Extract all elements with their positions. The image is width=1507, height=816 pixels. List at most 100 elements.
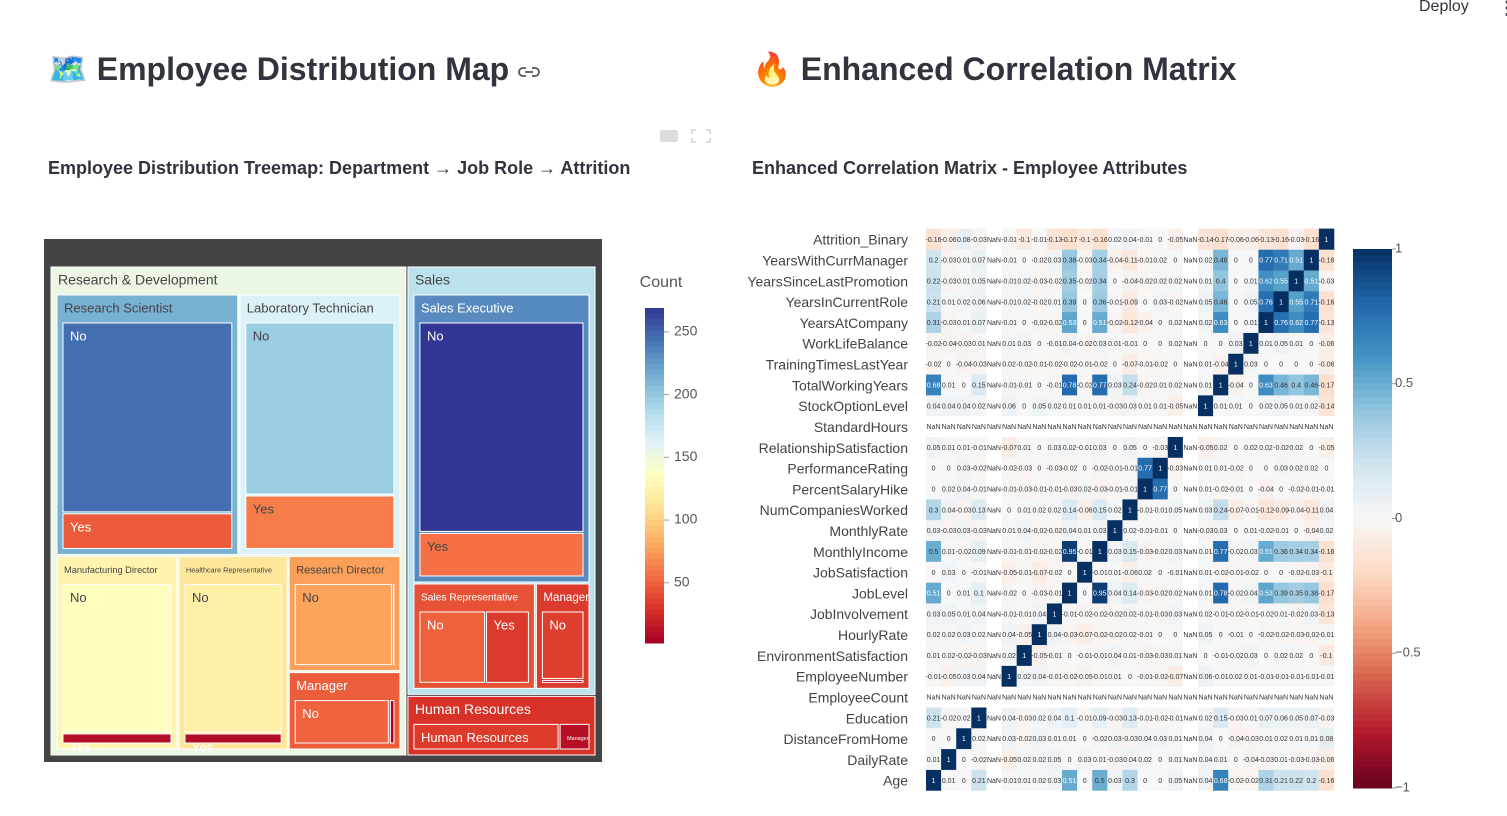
heatmap-cell [1303,603,1320,625]
link-icon[interactable] [518,65,540,79]
colorbar-segment [645,576,664,583]
cell-label: NaN [1168,695,1182,702]
cell-label: 0 [1158,778,1162,785]
heatmap-cell [1107,374,1123,396]
cell-label: -0.07 [1031,570,1047,577]
heatmap-cell [1062,395,1078,417]
heatmap-cell [1243,332,1259,354]
heatmap-cell [1213,395,1229,417]
heatmap-cell [1213,623,1229,646]
colorbar-segment [645,419,664,426]
heatmap-cell [1273,395,1289,417]
heatmap-cell [1062,540,1078,562]
heatmap-cell [1016,353,1033,375]
cell-label: -0.01 [1046,591,1062,598]
heatmap-cell [1062,519,1078,542]
heatmap-cell [1152,499,1169,521]
cell-label: 0.78 [1214,591,1228,598]
cell-label: -0.02 [956,549,972,556]
heatmap-cell [1046,727,1063,750]
cell-label: 0 [1279,570,1283,577]
cell-label: NaN [1183,715,1197,722]
heatmap-cell [986,707,1002,729]
cell-label: 0.95 [1093,591,1107,598]
cell-label: 0.3 [1125,778,1135,785]
cell-label: 0.77 [1138,466,1152,473]
heatmap-cell [1046,436,1063,458]
heatmap-cell [1152,311,1169,333]
cell-label: 0.02 [1259,403,1273,410]
heatmap-cell [1182,561,1199,583]
heatmap-cell [926,436,942,458]
heatmap-cell [956,291,972,313]
heatmap-cell [1046,228,1063,250]
heatmap-cell [1001,582,1017,604]
menu-button[interactable]: ⋮ [1498,0,1507,18]
heatmap-cell [1258,415,1274,437]
cell-label: -0.1 [1320,570,1332,577]
heatmap-cell [1182,665,1199,687]
cell-label: NaN [1183,424,1197,431]
heatmap-cell [1031,415,1048,437]
cell-label: 0.05 [972,278,986,285]
deploy-button[interactable]: Deploy [1419,0,1469,15]
heatmap-cell [1258,332,1274,354]
heatmap-cell [1016,727,1033,750]
heatmap-cell [1167,395,1184,417]
heatmap-cell [1092,603,1108,625]
colorbar-segment [1353,484,1392,493]
cell-label: -0.02 [1062,466,1078,473]
cell-label: 0.06 [972,299,986,306]
heatmap-cell [1031,623,1048,646]
cell-label: 0 [1083,466,1087,473]
cell-label: NaN [987,591,1001,598]
heatmap-cell [1077,623,1093,646]
heatmap-cell [1031,457,1048,479]
heatmap-cell [1213,582,1229,604]
cell-label: NaN [1304,695,1318,702]
heatmap-cell [1182,395,1199,417]
cell-label: 0.01 [972,341,986,348]
y-tick-label: WorkLifeBalance [802,336,908,352]
heatmap-cell [971,415,987,437]
cell-label: -0.1 [1320,653,1332,660]
heatmap-cell [971,499,987,521]
heatmap-cell [1152,457,1169,479]
cell-label: -0.17 [1062,237,1078,244]
cell-label: -0.17 [1318,382,1334,389]
cell-label: -0.03 [1303,570,1319,577]
heatmap-cell [1016,499,1033,521]
heatmap-cell [1303,686,1320,708]
cell-label: 0.03 [1033,736,1047,743]
heatmap-cell [1092,748,1108,770]
cell-label: 0.02 [1169,320,1183,327]
heatmap-cell [1243,561,1259,583]
node-label: Manager [567,736,589,742]
cell-label: 0.05 [927,445,941,452]
y-tick-label: PercentSalaryHike [792,481,908,497]
cell-label: 0.02 [1199,258,1213,265]
cell-label: 0.01 [942,549,956,556]
heatmap-cell [956,644,972,666]
cell-label: 0.13 [972,507,986,514]
fullscreen-icon[interactable] [691,129,711,143]
heatmap-cell [1092,228,1108,250]
cell-label: -0.01 [1107,487,1123,494]
cell-label: -0.03 [1122,736,1138,743]
heatmap-cell [926,478,942,500]
leaf-label: No [192,590,209,605]
heatmap-cell [1046,270,1063,292]
cell-label: -0.02 [1243,570,1259,577]
camera-icon[interactable] [660,130,678,142]
heatmap-cell [1303,748,1320,770]
cell-label: -0.01 [1092,570,1108,577]
colorbar-segment [645,492,664,499]
cell-label: 0.01 [957,445,971,452]
y-tick-label: MonthlyIncome [813,544,908,560]
cell-label: 0 [1068,757,1072,764]
cell-label: 0.04 [927,403,941,410]
heatmap-cell [1303,415,1320,437]
cell-label: 0.02 [1259,445,1273,452]
cell-label: 0.04 [1199,757,1213,764]
heatmap-cell [1001,457,1017,479]
